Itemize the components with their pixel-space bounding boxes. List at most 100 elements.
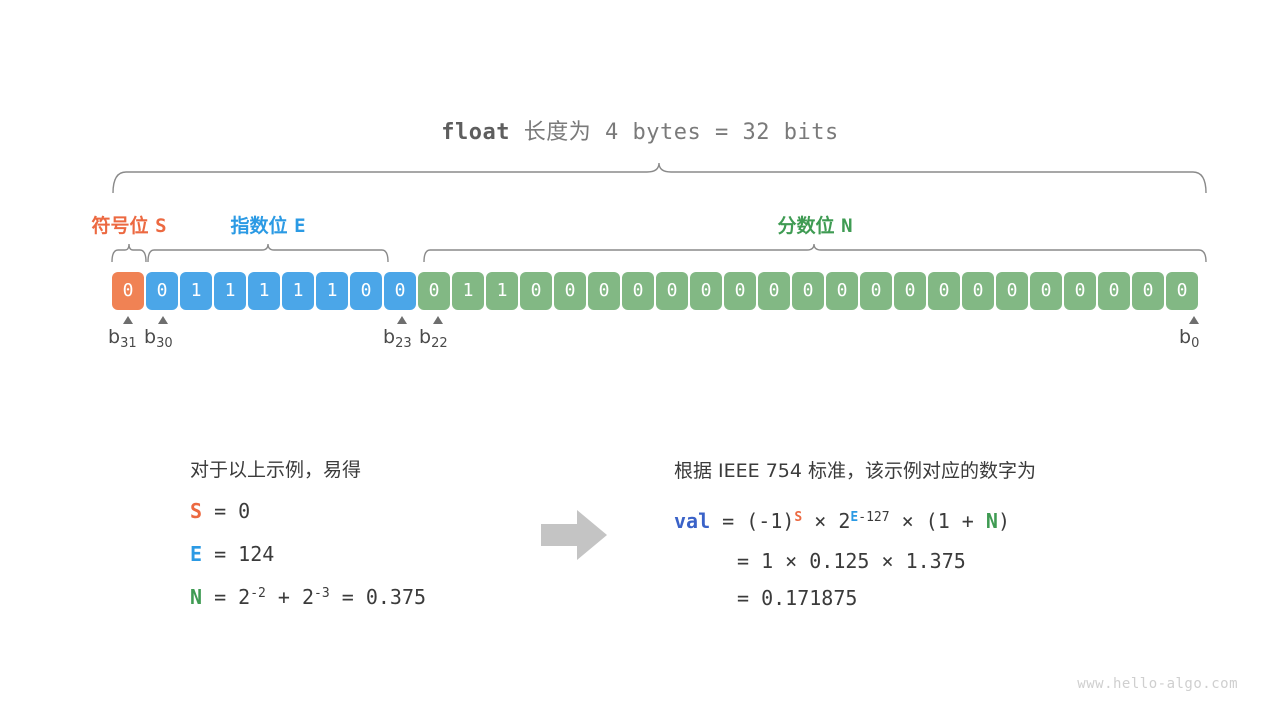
formula-mul2: × (1 + <box>889 509 986 533</box>
bit-index-b0-base: b <box>1179 326 1192 348</box>
right-arrow-icon <box>541 510 607 560</box>
watermark: www.hello-algo.com <box>1077 676 1238 692</box>
bit-index-b31-sub: 31 <box>120 336 137 351</box>
left-line-n: N = 2-2 + 2-3 = 0.375 <box>190 585 426 609</box>
formula-val: val <box>674 509 711 533</box>
left-expr-e: = 124 <box>202 542 275 566</box>
brace-fraction <box>423 243 1207 263</box>
bit-index-b0: b0 <box>1179 326 1200 351</box>
bit-cell-exponent-4: 1 <box>282 272 314 310</box>
section-label-exponent-text: 指数位 <box>230 215 295 237</box>
bit-cell-fraction-17: 0 <box>996 272 1028 310</box>
section-label-sign-text: 符号位 <box>91 215 156 237</box>
left-symbol-n: N <box>190 585 203 609</box>
section-label-fraction-text: 分数位 <box>777 215 842 237</box>
left-expr-n-post: = 0.375 <box>329 585 427 609</box>
caret-b31 <box>123 316 133 324</box>
right-line-3: = 0.171875 <box>737 586 858 610</box>
bit-index-b23-sub: 23 <box>395 336 412 351</box>
formula-close: ) <box>997 509 1010 533</box>
bit-index-b30-sub: 30 <box>156 336 173 351</box>
bit-index-b23: b23 <box>383 326 412 351</box>
bit-cell-fraction-10: 0 <box>758 272 790 310</box>
bit-cell-fraction-3: 0 <box>520 272 552 310</box>
section-symbol-e: E <box>294 215 306 237</box>
bit-cell-fraction-15: 0 <box>928 272 960 310</box>
left-expr-s: = 0 <box>202 499 251 523</box>
bit-cell-fraction-21: 0 <box>1132 272 1164 310</box>
formula-sup-e-offset: -127 <box>858 510 890 525</box>
bit-index-b22: b22 <box>419 326 448 351</box>
section-label-fraction: 分数位 N <box>744 211 886 238</box>
bit-cell-fraction-11: 0 <box>792 272 824 310</box>
section-label-exponent: 指数位 E <box>197 211 339 238</box>
left-expr-n-mid: + 2 <box>265 585 315 609</box>
bit-cell-exponent-3: 1 <box>248 272 280 310</box>
left-heading: 对于以上示例，易得 <box>190 459 362 481</box>
bit-cell-fraction-19: 0 <box>1064 272 1096 310</box>
formula-sym-n: N <box>985 509 998 533</box>
bit-cell-fraction-7: 0 <box>656 272 688 310</box>
bit-cell-exponent-7: 0 <box>384 272 416 310</box>
right-heading: 根据 IEEE 754 标准，该示例对应的数字为 <box>674 460 1037 482</box>
bit-cell-fraction-1: 1 <box>452 272 484 310</box>
formula-mul1: × 2 <box>802 509 851 533</box>
caret-b22 <box>433 316 443 324</box>
title-keyword: float <box>441 120 511 145</box>
bit-cell-exponent-2: 1 <box>214 272 246 310</box>
bit-cell-fraction-14: 0 <box>894 272 926 310</box>
brace-total <box>112 162 1207 194</box>
caret-b23 <box>397 316 407 324</box>
bit-cell-fraction-5: 0 <box>588 272 620 310</box>
caret-b30 <box>158 316 168 324</box>
bit-index-b22-sub: 22 <box>431 336 448 351</box>
bit-cell-fraction-13: 0 <box>860 272 892 310</box>
bit-index-b31: b31 <box>108 326 137 351</box>
left-symbol-s: S <box>190 499 203 523</box>
bit-cell-fraction-4: 0 <box>554 272 586 310</box>
brace-exponent <box>147 243 389 263</box>
left-expr-n-sup2: -3 <box>314 586 330 601</box>
left-expr-n-sup1: -2 <box>250 586 266 601</box>
title-rest: 长度为 4 bytes = 32 bits <box>510 120 839 145</box>
bit-cell-fraction-8: 0 <box>690 272 722 310</box>
bit-cell-exponent-6: 0 <box>350 272 382 310</box>
left-line-e: E = 124 <box>190 542 274 566</box>
bit-cell-fraction-20: 0 <box>1098 272 1130 310</box>
formula-sup-e-sym: E <box>850 510 859 525</box>
brace-sign <box>111 243 147 263</box>
left-line-s: S = 0 <box>190 499 250 523</box>
bit-index-b30: b30 <box>144 326 173 351</box>
bit-cell-fraction-2: 1 <box>486 272 518 310</box>
section-symbol-n: N <box>841 215 853 237</box>
page-title: float 长度为 4 bytes = 32 bits <box>0 114 1280 146</box>
left-expr-n-pre: = 2 <box>202 585 251 609</box>
bit-cell-sign-0: 0 <box>112 272 144 310</box>
bit-cell-fraction-9: 0 <box>724 272 756 310</box>
bit-index-b23-base: b <box>383 326 396 348</box>
bit-cell-exponent-1: 1 <box>180 272 212 310</box>
bit-index-b22-base: b <box>419 326 432 348</box>
bit-cell-fraction-18: 0 <box>1030 272 1062 310</box>
formula-eq: = (-1) <box>710 509 795 533</box>
section-symbol-s: S <box>155 215 167 237</box>
bit-index-b30-base: b <box>144 326 157 348</box>
bit-cell-fraction-0: 0 <box>418 272 450 310</box>
right-formula: val = (-1)S × 2E-127 × (1 + N) <box>674 509 1010 533</box>
bit-cell-fraction-12: 0 <box>826 272 858 310</box>
bit-cell-exponent-0: 0 <box>146 272 178 310</box>
bit-cell-fraction-16: 0 <box>962 272 994 310</box>
left-symbol-e: E <box>190 542 203 566</box>
bit-cell-exponent-5: 1 <box>316 272 348 310</box>
right-line-2: = 1 × 0.125 × 1.375 <box>737 549 966 573</box>
bit-cell-fraction-6: 0 <box>622 272 654 310</box>
bit-cell-fraction-22: 0 <box>1166 272 1198 310</box>
formula-sup-e: E-127 <box>850 510 889 525</box>
bit-index-b0-sub: 0 <box>1191 336 1200 351</box>
caret-b0 <box>1189 316 1199 324</box>
section-label-sign: 符号位 S <box>58 211 200 238</box>
formula-sup-s: S <box>794 510 803 525</box>
bit-index-b31-base: b <box>108 326 121 348</box>
